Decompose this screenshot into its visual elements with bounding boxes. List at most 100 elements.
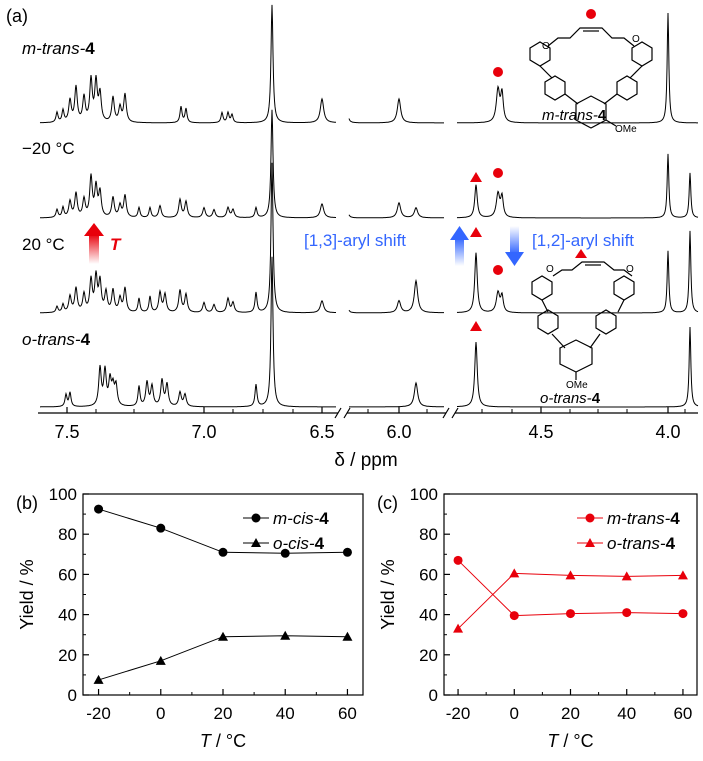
structure-marker-triangle xyxy=(575,249,587,258)
temperature-arrow xyxy=(84,223,104,264)
data-point-triangle xyxy=(93,674,104,684)
legend-marker-triangle xyxy=(585,538,595,547)
data-point-circle xyxy=(94,504,104,514)
peak-marker-triangle xyxy=(470,227,482,237)
nmr-trace xyxy=(40,162,336,314)
nmr-trace xyxy=(348,97,444,124)
peak-marker-circle xyxy=(493,265,503,275)
structure-ome-o: OMe xyxy=(566,380,588,391)
shift-12-label: [1,2]-aryl shift xyxy=(532,231,634,250)
nmr-trace xyxy=(348,201,444,219)
nmr-trace xyxy=(456,230,699,314)
x-tick-label: 40 xyxy=(276,704,295,723)
y-tick-label: 40 xyxy=(419,606,438,625)
structure-o-right2: O xyxy=(626,264,634,275)
y-tick-label: 20 xyxy=(58,646,77,665)
data-point-circle xyxy=(156,523,166,533)
shift-12-arrow xyxy=(505,226,524,266)
data-point-triangle xyxy=(218,631,228,641)
structure-ome-m: OMe xyxy=(615,124,637,135)
ppm-tick-label: 4.0 xyxy=(655,422,680,442)
peak-marker-triangle xyxy=(470,172,482,182)
y-tick-label: 0 xyxy=(68,686,77,705)
data-point-triangle xyxy=(280,630,291,640)
x-axis-label: T / °C xyxy=(547,731,593,751)
x-tick-label: 0 xyxy=(510,704,519,723)
temperature-symbol: T xyxy=(110,235,122,254)
trace-label-m-trans: m-trans-4 xyxy=(22,39,95,58)
shift-13-arrow xyxy=(450,226,469,266)
x-tick-label: -20 xyxy=(446,704,471,723)
trace-label-o-trans: o-trans-4 xyxy=(22,330,91,349)
y-tick-label: 0 xyxy=(429,686,438,705)
structure-marker-circle xyxy=(586,9,596,19)
data-point-triangle xyxy=(453,623,464,633)
legend-marker-triangle xyxy=(251,538,261,547)
legend-marker-circle xyxy=(585,513,595,523)
x-tick-label: 20 xyxy=(561,704,580,723)
structure-o-trans xyxy=(531,261,635,380)
y-tick-label: 80 xyxy=(419,525,438,544)
nmr-trace xyxy=(40,109,336,219)
nmr-spectra xyxy=(39,4,699,408)
legend-label: m-trans-4 xyxy=(607,509,680,528)
trace-label-plus20: 20 °C xyxy=(22,235,65,254)
y-tick-label: 100 xyxy=(410,485,438,504)
nmr-trace xyxy=(40,256,336,408)
ppm-axis-label: δ / ppm xyxy=(334,450,397,471)
y-tick-label: 100 xyxy=(49,485,77,504)
ppm-tick-label: 7.0 xyxy=(191,422,216,442)
y-axis-label: Yield / % xyxy=(378,559,398,629)
peak-marker-triangle xyxy=(470,321,482,331)
data-point-circle xyxy=(453,555,463,565)
ppm-axis xyxy=(38,407,698,419)
nmr-trace xyxy=(456,153,699,219)
data-point-triangle xyxy=(565,570,576,580)
series-line xyxy=(457,572,683,630)
ppm-tick-label: 6.5 xyxy=(309,422,334,442)
series-line xyxy=(457,559,683,617)
panel-label: (b) xyxy=(16,493,38,513)
data-point-triangle xyxy=(342,631,353,641)
nmr-trace xyxy=(349,381,444,408)
data-point-circle xyxy=(622,608,632,618)
structure-o-left: O xyxy=(542,41,550,52)
series-line xyxy=(98,635,348,681)
panel-a-label: (a) xyxy=(6,6,28,26)
panel-a: (a) m-trans-4 −20 °C 20 °C o-trans-4 xyxy=(6,4,699,471)
data-point-triangle xyxy=(155,655,166,665)
nmr-trace xyxy=(348,278,444,314)
structure-o-left2: O xyxy=(546,264,554,275)
ppm-tick-label: 6.0 xyxy=(386,422,411,442)
nmr-trace xyxy=(457,326,699,408)
legend-label: o-cis-4 xyxy=(273,534,325,553)
y-tick-label: 60 xyxy=(58,565,77,584)
peak-markers xyxy=(470,67,503,331)
y-tick-label: 40 xyxy=(58,606,77,625)
peak-marker-circle xyxy=(493,67,503,77)
ppm-tick-label: 4.5 xyxy=(528,422,553,442)
nmr-trace xyxy=(457,12,698,124)
peak-marker-circle xyxy=(493,168,503,178)
ppm-tick-label: 7.5 xyxy=(54,422,79,442)
data-point-circle xyxy=(280,548,290,558)
data-point-triangle xyxy=(509,568,520,578)
x-tick-label: 60 xyxy=(673,704,692,723)
data-point-circle xyxy=(342,547,352,557)
chart-c: (c) 0 20 40 60 80 100 -20 0 20 40 60 T / °C Yield / %… xyxy=(377,485,698,751)
legend-label: m-cis-4 xyxy=(273,509,329,528)
data-point-circle xyxy=(509,611,519,621)
structure-m-trans xyxy=(529,27,653,129)
x-tick-label: 40 xyxy=(617,704,636,723)
nmr-trace xyxy=(39,4,336,124)
shift-13-label: [1,3]-aryl shift xyxy=(304,231,406,250)
structure-label-o-trans: o-trans-4 xyxy=(540,390,601,407)
x-axis-label: T / °C xyxy=(200,731,246,751)
x-tick-label: -20 xyxy=(86,704,111,723)
y-tick-label: 20 xyxy=(419,646,438,665)
legend-label: o-trans-4 xyxy=(607,534,676,553)
y-tick-label: 80 xyxy=(58,525,77,544)
y-tick-label: 60 xyxy=(419,565,438,584)
structure-label-m-trans: m-trans-4 xyxy=(542,107,607,124)
